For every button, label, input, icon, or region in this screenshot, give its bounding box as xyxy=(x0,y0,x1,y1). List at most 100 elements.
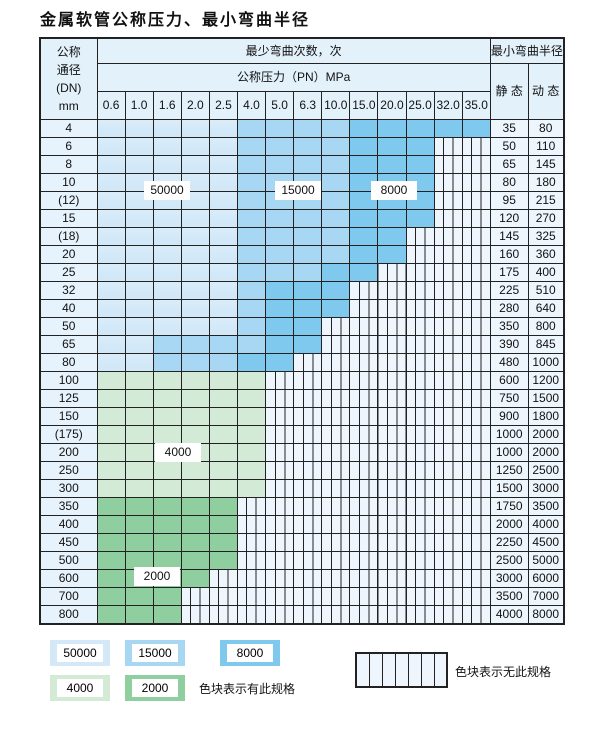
spec-cell xyxy=(208,496,238,516)
spec-cell xyxy=(96,586,126,606)
spec-cell xyxy=(321,118,351,138)
dynamic-radius-cell: 1800 xyxy=(527,406,565,426)
static-radius-cell: 65 xyxy=(489,154,529,174)
empty-cell xyxy=(433,316,463,336)
dn-cell: 300 xyxy=(39,478,98,498)
pressure-col-header: 32.0 xyxy=(433,90,463,120)
empty-cell xyxy=(461,244,491,264)
empty-cell xyxy=(377,406,407,426)
static-radius-cell: 750 xyxy=(489,388,529,408)
empty-cell xyxy=(433,334,463,354)
spec-cell xyxy=(208,352,238,372)
dynamic-radius-cell: 8000 xyxy=(527,604,565,624)
pressure-col-header: 35.0 xyxy=(461,90,491,120)
legend-8000: 8000 xyxy=(220,640,280,666)
static-radius-cell: 2250 xyxy=(489,532,529,552)
static-radius-cell: 600 xyxy=(489,370,529,390)
dn-cell: 6 xyxy=(39,136,98,156)
spec-cell xyxy=(152,334,182,354)
empty-cell xyxy=(377,604,407,624)
empty-cell xyxy=(349,388,379,408)
empty-cell xyxy=(461,370,491,390)
spec-cell xyxy=(96,262,126,282)
dn-cell: 250 xyxy=(39,460,98,480)
spec-cell xyxy=(208,280,238,300)
table-row: 4 35 80 xyxy=(39,118,565,138)
empty-cell xyxy=(461,190,491,210)
dn-header-line: 公称 xyxy=(56,44,81,59)
spec-cell xyxy=(208,388,238,408)
empty-cell xyxy=(265,586,295,606)
spec-cell xyxy=(377,154,407,174)
empty-cell xyxy=(461,496,491,516)
empty-cell xyxy=(461,586,491,606)
spec-cell xyxy=(152,262,182,282)
table-row: 32 225 510 xyxy=(39,280,565,300)
empty-cell xyxy=(265,550,295,570)
empty-cell xyxy=(265,514,295,534)
dynamic-radius-cell: 5000 xyxy=(527,550,565,570)
spec-cell xyxy=(96,280,126,300)
spec-cell xyxy=(377,226,407,246)
dynamic-radius-cell: 3500 xyxy=(527,496,565,516)
empty-cell xyxy=(321,604,351,624)
dn-cell: 10 xyxy=(39,172,98,192)
dn-cell: 4 xyxy=(39,118,98,138)
empty-cell xyxy=(461,154,491,174)
spec-cell xyxy=(152,532,182,552)
spec-cell xyxy=(96,190,126,210)
dn-cell: 80 xyxy=(39,352,98,372)
spec-cell xyxy=(96,172,126,192)
empty-cell xyxy=(321,460,351,480)
spec-cell xyxy=(265,226,295,246)
empty-cell xyxy=(377,352,407,372)
spec-cell xyxy=(124,352,154,372)
spec-table-wrap: 公称 通径 (DN) mm 最少弯曲次数，次 最小弯曲半径 公称压力（PN）MP… xyxy=(39,37,565,625)
empty-cell xyxy=(461,352,491,372)
dynamic-radius-cell: 510 xyxy=(527,280,565,300)
spec-cell xyxy=(208,208,238,228)
spec-cell xyxy=(405,154,435,174)
spec-cell xyxy=(152,478,182,498)
empty-cell xyxy=(349,370,379,390)
dn-cell: (175) xyxy=(39,424,98,444)
dynamic-radius-cell: 2000 xyxy=(527,424,565,444)
pressure-col-header: 1.6 xyxy=(152,90,182,120)
spec-cell xyxy=(208,532,238,552)
empty-cell xyxy=(293,604,323,624)
empty-cell xyxy=(321,406,351,426)
spec-cell xyxy=(236,226,267,246)
dn-header-line: (DN) xyxy=(56,80,82,95)
empty-cell xyxy=(433,208,463,228)
dynamic-radius-cell: 215 xyxy=(527,190,565,210)
spec-cell xyxy=(180,532,210,552)
static-radius-cell: 1000 xyxy=(489,442,529,462)
table-row: 20 160 360 xyxy=(39,244,565,264)
empty-cell xyxy=(293,514,323,534)
empty-cell xyxy=(236,514,267,534)
empty-cell xyxy=(236,568,267,588)
empty-cell xyxy=(433,352,463,372)
spec-cell xyxy=(96,442,126,462)
spec-cell xyxy=(208,550,238,570)
spec-cell xyxy=(124,370,154,390)
empty-cell xyxy=(377,388,407,408)
empty-cell xyxy=(433,406,463,426)
dn-cell: (12) xyxy=(39,190,98,210)
static-radius-cell: 225 xyxy=(489,280,529,300)
dn-cell: 20 xyxy=(39,244,98,264)
empty-cell xyxy=(461,604,491,624)
spec-cell xyxy=(236,442,267,462)
spec-cell xyxy=(152,136,182,156)
dynamic-radius-cell: 180 xyxy=(527,172,565,192)
spec-cell xyxy=(180,370,210,390)
static-radius-cell: 480 xyxy=(489,352,529,372)
table-row: 8 65 145 xyxy=(39,154,565,174)
empty-cell xyxy=(321,316,351,336)
empty-cell xyxy=(321,370,351,390)
region-label-15000: 15000 xyxy=(275,181,321,200)
empty-cell xyxy=(321,424,351,444)
dynamic-radius-cell: 270 xyxy=(527,208,565,228)
empty-cell xyxy=(349,406,379,426)
table-row: 200 1000 2000 xyxy=(39,442,565,462)
